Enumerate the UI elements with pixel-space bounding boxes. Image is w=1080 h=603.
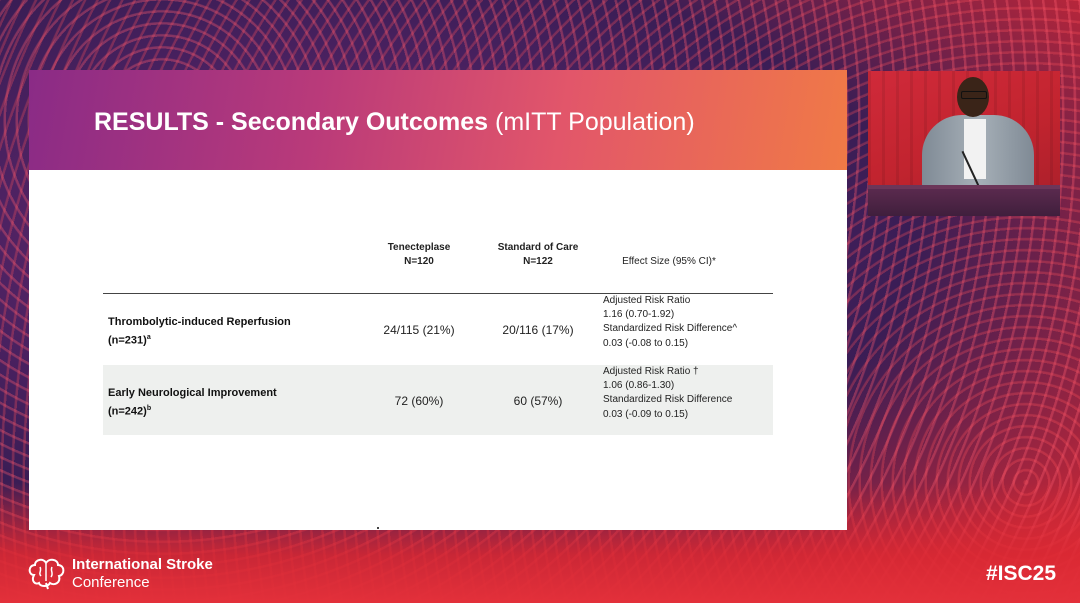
column-header-tenecteplase: Tenecteplase N=120 (359, 241, 479, 269)
cell-soc-neurological: 60 (57%) (513, 394, 563, 408)
effect-line: 1.06 (0.86-1.30) (603, 380, 675, 392)
slide-title: RESULTS - Secondary Outcomes (mITT Popul… (94, 108, 695, 137)
conference-logo: International Stroke Conference (26, 556, 213, 592)
row-label-line2: (n=242)b (108, 405, 152, 418)
effect-line: 1.16 (0.70-1.92) (603, 309, 675, 321)
row-label-line1: Early Neurological Improvement (108, 387, 277, 399)
effect-line: Adjusted Risk Ratio † (603, 366, 699, 377)
row-label-line1: Thrombolytic-induced Reperfusion (108, 316, 291, 328)
column-header-standard-of-care: Standard of Care N=122 (478, 241, 598, 269)
cell-tenecteplase-neurological: 72 (60%) (394, 394, 444, 408)
effect-line: Standardized Risk Difference^ (603, 323, 738, 335)
table-row: Thrombolytic-induced Reperfusion (n=231)… (103, 294, 773, 364)
row-label-reperfusion: Thrombolytic-induced Reperfusion (n=231)… (108, 314, 291, 349)
column-header-soc-name: Standard of Care (497, 242, 579, 253)
row-label-line2: (n=231)a (108, 334, 151, 347)
speaker-video (868, 71, 1060, 216)
effect-neurological: Adjusted Risk Ratio † 1.06 (0.86-1.30) S… (603, 365, 732, 422)
stray-mark (377, 527, 379, 529)
effect-line: 0.03 (-0.09 to 0.15) (603, 408, 689, 420)
conference-name-line2: Conference (72, 574, 150, 591)
effect-reperfusion: Adjusted Risk Ratio 1.16 (0.70-1.92) Sta… (603, 294, 737, 351)
column-header-soc-n: N=122 (523, 256, 553, 267)
speaker-head (957, 77, 989, 117)
slide-title-main: RESULTS - Secondary Outcomes (94, 108, 489, 136)
table-top-rule (103, 293, 773, 294)
table-row: Early Neurological Improvement (n=242)b … (103, 365, 773, 435)
speaker-glasses (961, 91, 987, 99)
event-hashtag: #ISC25 (985, 562, 1056, 585)
effect-line: Adjusted Risk Ratio (603, 295, 691, 306)
conference-name-line1: International Stroke (72, 556, 213, 573)
cell-soc-reperfusion: 20/116 (17%) (502, 323, 574, 337)
brain-icon (28, 558, 65, 590)
effect-line: Standardized Risk Difference (603, 394, 733, 406)
column-header-tenecteplase-name: Tenecteplase (387, 242, 451, 253)
slide-title-sub: (mITT Population) (495, 108, 695, 136)
row-label-neurological: Early Neurological Improvement (n=242)b (108, 385, 277, 420)
presentation-slide: RESULTS - Secondary Outcomes (mITT Popul… (29, 70, 847, 530)
slide-header: RESULTS - Secondary Outcomes (mITT Popul… (29, 70, 847, 170)
conference-name: International Stroke Conference (72, 556, 213, 592)
effect-line: 0.03 (-0.08 to 0.15) (603, 337, 689, 349)
cell-tenecteplase-reperfusion: 24/115 (21%) (383, 323, 455, 337)
column-header-tenecteplase-n: N=120 (404, 256, 434, 267)
speaker-shirt (964, 119, 986, 179)
column-header-effect-size: Effect Size (95% CI)* (622, 256, 716, 267)
podium (868, 185, 1060, 216)
